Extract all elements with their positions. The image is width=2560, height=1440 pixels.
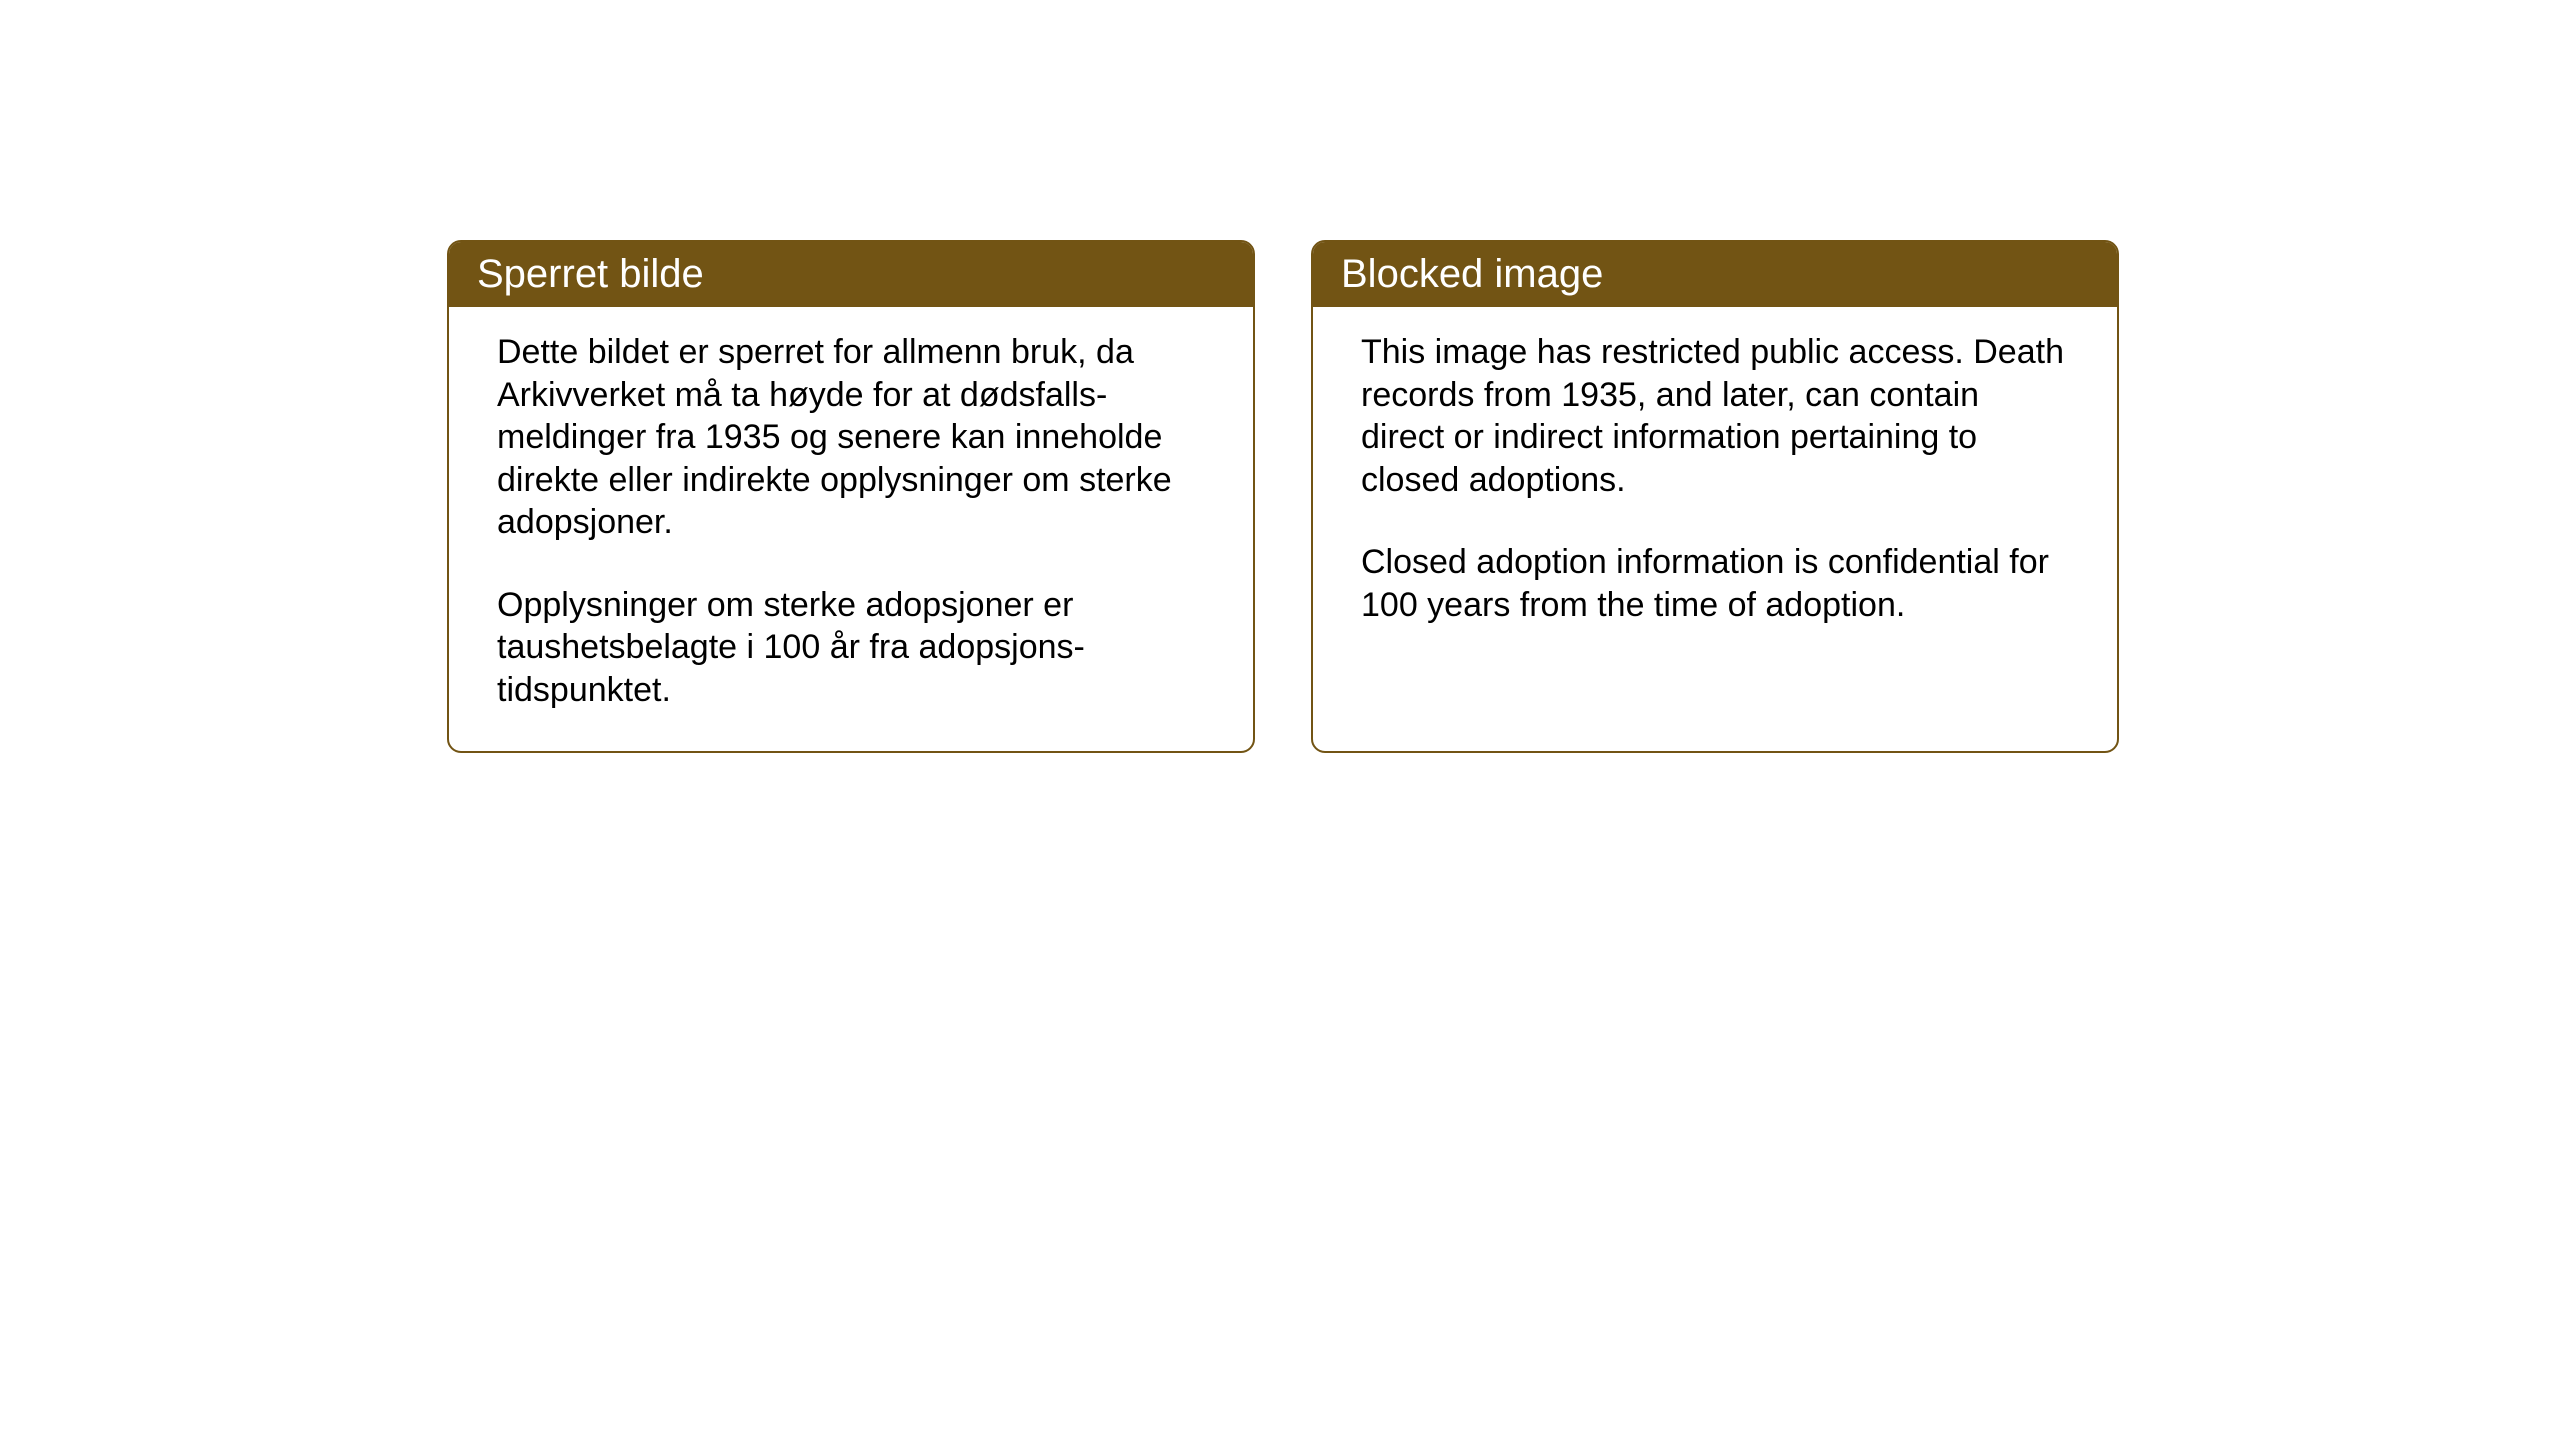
english-card-body: This image has restricted public access.… <box>1313 307 2117 666</box>
english-paragraph-2: Closed adoption information is confident… <box>1361 541 2069 626</box>
norwegian-paragraph-2: Opplysninger om sterke adopsjoner er tau… <box>497 584 1205 712</box>
english-paragraph-1: This image has restricted public access.… <box>1361 331 2069 501</box>
english-notice-card: Blocked image This image has restricted … <box>1311 240 2119 753</box>
norwegian-notice-card: Sperret bilde Dette bildet er sperret fo… <box>447 240 1255 753</box>
english-card-title: Blocked image <box>1313 242 2117 307</box>
norwegian-paragraph-1: Dette bildet er sperret for allmenn bruk… <box>497 331 1205 544</box>
norwegian-card-body: Dette bildet er sperret for allmenn bruk… <box>449 307 1253 751</box>
norwegian-card-title: Sperret bilde <box>449 242 1253 307</box>
notice-cards-container: Sperret bilde Dette bildet er sperret fo… <box>447 240 2119 753</box>
